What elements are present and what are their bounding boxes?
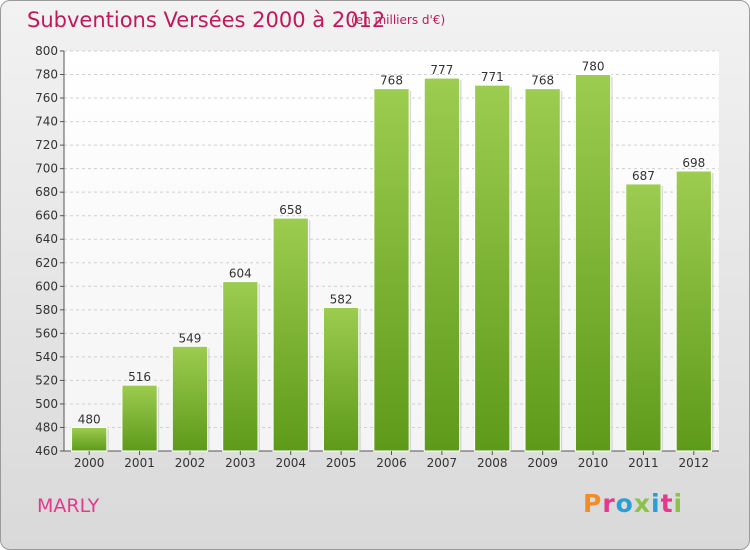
x-tick-label: 2000 — [74, 456, 105, 470]
y-tick-label: 720 — [35, 138, 58, 152]
x-tick-label: 2002 — [175, 456, 206, 470]
x-tick-label: 2011 — [628, 456, 659, 470]
bar-value-label: 771 — [481, 70, 504, 84]
y-tick-label: 640 — [35, 232, 58, 246]
x-tick-label: 2009 — [527, 456, 558, 470]
x-tick-label: 2012 — [679, 456, 710, 470]
y-tick-label: 740 — [35, 115, 58, 129]
bar-value-label: 604 — [229, 267, 252, 281]
logo-letter: o — [615, 489, 634, 518]
y-tick-label: 480 — [35, 420, 58, 434]
y-tick-label: 580 — [35, 303, 58, 317]
x-tick-label: 2005 — [326, 456, 357, 470]
y-tick-label: 520 — [35, 373, 58, 387]
bar-value-label: 658 — [279, 203, 302, 217]
y-tick-label: 680 — [35, 185, 58, 199]
x-tick-label: 2008 — [477, 456, 508, 470]
bar-value-label: 768 — [531, 74, 554, 88]
y-tick-label: 540 — [35, 350, 58, 364]
x-tick-label: 2006 — [376, 456, 407, 470]
x-tick-label: 2001 — [124, 456, 155, 470]
bar — [474, 84, 511, 452]
bar-value-label: 780 — [582, 60, 605, 74]
bar — [71, 426, 108, 452]
bar-value-label: 698 — [682, 156, 705, 170]
y-tick-label: 620 — [35, 256, 58, 270]
y-tick-label: 500 — [35, 397, 58, 411]
x-axis-ticks: 2000 2001 2002 2003 2004 2005 2006 2007 2008 2009… — [74, 451, 709, 470]
bar-value-label: 549 — [179, 331, 202, 345]
x-tick-label: 2004 — [275, 456, 306, 470]
y-tick-label: 560 — [35, 326, 58, 340]
y-tick-label: 760 — [35, 91, 58, 105]
bars: 480 516 549 604 658 582 768 777 771 768 780 687 698 — [71, 60, 714, 452]
y-tick-label: 800 — [35, 44, 58, 58]
town-name: MARLY — [37, 495, 100, 517]
bar — [625, 183, 662, 452]
proxiti-logo: Proxiti — [583, 489, 683, 518]
logo-letter: i — [673, 489, 684, 518]
bar-value-label: 480 — [78, 412, 101, 426]
y-axis-ticks: 460 480 500 520 540 560 580 600 620 640 660 680 700 7… — [35, 44, 64, 458]
bar-value-label: 516 — [128, 370, 151, 384]
chart-title: Subventions Versées 2000 à 2012 — [27, 8, 386, 32]
bar-value-label: 777 — [430, 63, 453, 77]
bar-value-label: 768 — [380, 74, 403, 88]
y-tick-label: 600 — [35, 279, 58, 293]
bar — [373, 88, 410, 452]
logo-letter: P — [583, 489, 603, 518]
y-tick-label: 700 — [35, 162, 58, 176]
bar — [574, 74, 612, 452]
logo-letter: i — [651, 489, 661, 518]
x-tick-label: 2003 — [225, 456, 256, 470]
bar — [322, 306, 360, 452]
bar — [675, 170, 712, 452]
logo-letter: r — [602, 489, 616, 518]
x-tick-label: 2010 — [578, 456, 609, 470]
x-tick-label: 2007 — [427, 456, 458, 470]
bar — [222, 281, 259, 452]
y-tick-label: 460 — [35, 444, 58, 458]
bar — [121, 384, 158, 452]
bar-value-label: 582 — [330, 292, 353, 306]
logo-letter: x — [633, 489, 651, 518]
logo-letter: t — [660, 489, 674, 518]
bar — [524, 88, 561, 452]
y-tick-label: 780 — [35, 68, 58, 82]
chart-subtitle: (en milliers d'€) — [351, 13, 446, 27]
bar — [423, 77, 461, 452]
bar-value-label: 687 — [632, 169, 655, 183]
bar — [171, 345, 209, 452]
bar — [272, 217, 309, 452]
y-tick-label: 660 — [35, 209, 58, 223]
